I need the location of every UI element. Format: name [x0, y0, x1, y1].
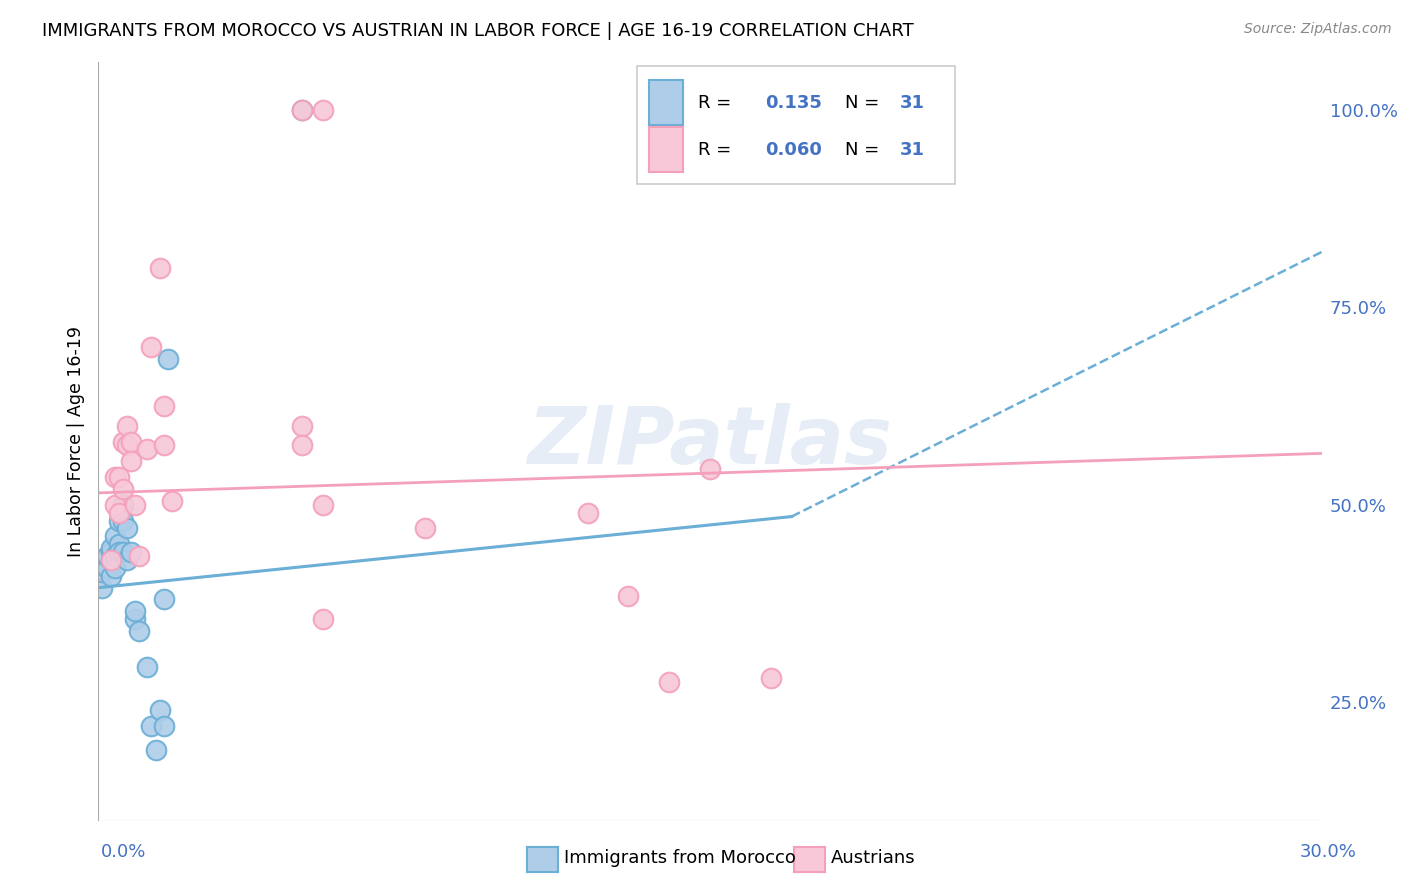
Text: Source: ZipAtlas.com: Source: ZipAtlas.com: [1244, 22, 1392, 37]
Point: [136, 659, 159, 673]
Point: [291, 418, 314, 433]
Point: [291, 103, 314, 117]
Point: [120, 454, 142, 468]
Point: [100, 541, 122, 556]
Point: [108, 545, 131, 559]
Point: [617, 589, 640, 603]
Point: [111, 482, 134, 496]
Point: [152, 719, 174, 733]
Point: [100, 545, 122, 559]
Point: [120, 545, 142, 559]
Point: [312, 612, 335, 626]
Point: [128, 624, 150, 639]
Point: [91, 565, 114, 579]
FancyBboxPatch shape: [637, 66, 955, 184]
Point: [136, 442, 159, 457]
Text: Immigrants from Morocco: Immigrants from Morocco: [564, 849, 796, 867]
Point: [152, 399, 174, 413]
Text: 31: 31: [900, 94, 925, 112]
Point: [115, 521, 138, 535]
Point: [104, 470, 127, 484]
Point: [156, 351, 179, 366]
Point: [152, 438, 174, 452]
Text: N =: N =: [845, 94, 884, 112]
Point: [141, 719, 163, 733]
Point: [141, 340, 163, 354]
Bar: [648, 80, 683, 126]
Point: [128, 549, 150, 563]
Point: [115, 418, 138, 433]
Point: [100, 553, 122, 567]
Point: [145, 742, 167, 756]
Text: IMMIGRANTS FROM MOROCCO VS AUSTRIAN IN LABOR FORCE | AGE 16-19 CORRELATION CHART: IMMIGRANTS FROM MOROCCO VS AUSTRIAN IN L…: [42, 22, 914, 40]
Text: 0.060: 0.060: [765, 141, 823, 159]
Point: [160, 493, 183, 508]
Point: [108, 514, 131, 528]
Point: [108, 470, 131, 484]
Point: [576, 506, 599, 520]
Text: Austrians: Austrians: [831, 849, 915, 867]
Point: [312, 498, 335, 512]
Point: [111, 514, 134, 528]
Point: [312, 103, 335, 117]
Point: [104, 498, 127, 512]
Bar: [648, 127, 683, 172]
Text: R =: R =: [697, 94, 737, 112]
Point: [149, 260, 172, 275]
Point: [111, 498, 134, 512]
Point: [115, 553, 138, 567]
Text: R =: R =: [697, 141, 737, 159]
Point: [152, 592, 174, 607]
Point: [104, 529, 127, 543]
Point: [108, 506, 131, 520]
Text: 0.0%: 0.0%: [101, 843, 146, 861]
Y-axis label: In Labor Force | Age 16-19: In Labor Force | Age 16-19: [66, 326, 84, 557]
Point: [91, 581, 114, 595]
Point: [104, 549, 127, 563]
Point: [108, 537, 131, 551]
Text: ZIPatlas: ZIPatlas: [527, 402, 893, 481]
Point: [699, 462, 721, 476]
Point: [100, 569, 122, 583]
Point: [124, 498, 146, 512]
Point: [120, 434, 142, 449]
Point: [149, 703, 172, 717]
Point: [96, 561, 118, 575]
Point: [124, 604, 146, 618]
Point: [413, 521, 436, 535]
Point: [115, 438, 138, 452]
Text: N =: N =: [845, 141, 884, 159]
Text: 31: 31: [900, 141, 925, 159]
Point: [291, 438, 314, 452]
Point: [100, 553, 122, 567]
Point: [291, 103, 314, 117]
Point: [96, 549, 118, 563]
Point: [111, 434, 134, 449]
Point: [111, 545, 134, 559]
Point: [761, 672, 783, 686]
Point: [658, 675, 681, 690]
Point: [124, 612, 146, 626]
Text: 0.135: 0.135: [765, 94, 823, 112]
Point: [104, 561, 127, 575]
Text: 30.0%: 30.0%: [1301, 843, 1357, 861]
